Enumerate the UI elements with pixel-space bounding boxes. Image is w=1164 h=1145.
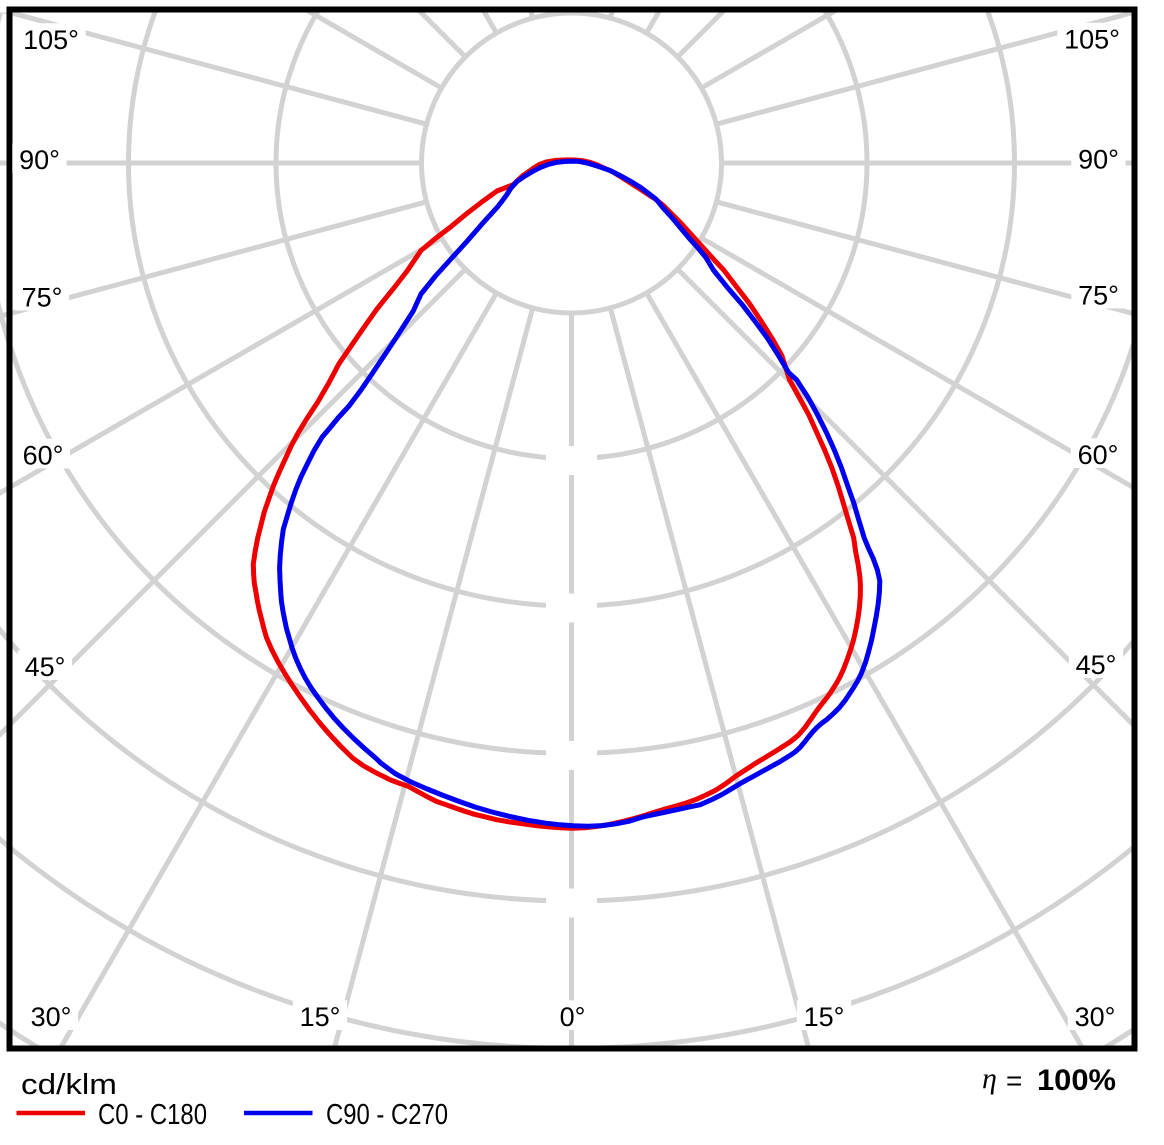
svg-text:60°: 60° xyxy=(1078,440,1119,470)
svg-text:C0 - C180: C0 - C180 xyxy=(98,1099,207,1131)
svg-text:60°: 60° xyxy=(23,441,64,471)
svg-text:C90 - C270: C90 - C270 xyxy=(326,1099,448,1131)
svg-text:100%: 100% xyxy=(1037,1064,1116,1097)
svg-text:90°: 90° xyxy=(1078,145,1119,175)
svg-text:30°: 30° xyxy=(31,1002,72,1032)
svg-text:90°: 90° xyxy=(19,145,60,175)
svg-text:η: η xyxy=(982,1062,997,1095)
svg-text:15°: 15° xyxy=(804,1002,845,1032)
svg-text:30°: 30° xyxy=(1075,1002,1116,1032)
svg-text:0°: 0° xyxy=(560,1002,586,1032)
svg-text:75°: 75° xyxy=(22,283,63,313)
svg-text:105°: 105° xyxy=(23,25,79,55)
svg-text:cd/klm: cd/klm xyxy=(21,1069,117,1101)
svg-text:75°: 75° xyxy=(1078,280,1119,310)
svg-text:=: = xyxy=(1006,1065,1022,1096)
svg-text:105°: 105° xyxy=(1064,25,1120,55)
svg-text:15°: 15° xyxy=(300,1002,341,1032)
svg-text:45°: 45° xyxy=(1076,650,1117,680)
svg-text:45°: 45° xyxy=(25,652,66,682)
